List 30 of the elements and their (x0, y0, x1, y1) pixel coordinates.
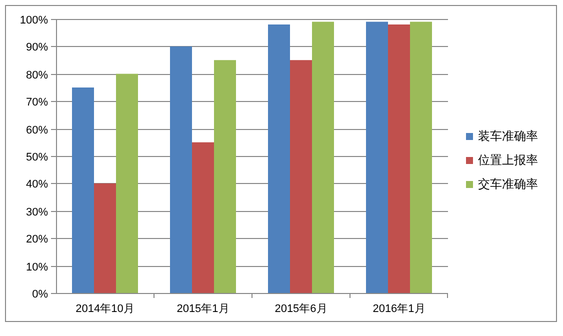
bar (388, 24, 410, 293)
x-tick-label: 2015年6月 (274, 303, 328, 315)
legend-label: 装车准确率 (478, 129, 538, 143)
y-tick-label: 50% (26, 152, 48, 164)
bar (268, 24, 290, 293)
legend-label: 交车准确率 (478, 177, 538, 191)
bar (192, 142, 214, 293)
y-tick-label: 100% (20, 14, 48, 26)
y-tick-label: 90% (26, 42, 48, 54)
bar (214, 60, 236, 293)
y-tick-label: 30% (26, 206, 48, 218)
bar (170, 46, 192, 293)
y-tick-label: 80% (26, 70, 48, 82)
bar (312, 22, 334, 293)
bar (94, 183, 116, 293)
y-tick-label: 60% (26, 124, 48, 136)
y-tick-label: 40% (26, 178, 48, 190)
bar (290, 60, 312, 293)
bar (72, 88, 94, 293)
y-tick-label: 0% (32, 288, 48, 300)
bar (366, 22, 388, 293)
y-tick-label: 70% (26, 96, 48, 108)
x-tick-label: 2016年1月 (372, 303, 426, 315)
x-tick-label: 2015年1月 (176, 303, 230, 315)
bar (116, 74, 138, 293)
x-tick-label: 2014年10月 (76, 303, 134, 315)
y-tick-label: 20% (26, 234, 48, 246)
y-tick-label: 10% (26, 262, 48, 274)
bar (410, 22, 432, 293)
legend-label: 位置上报率 (478, 153, 538, 167)
